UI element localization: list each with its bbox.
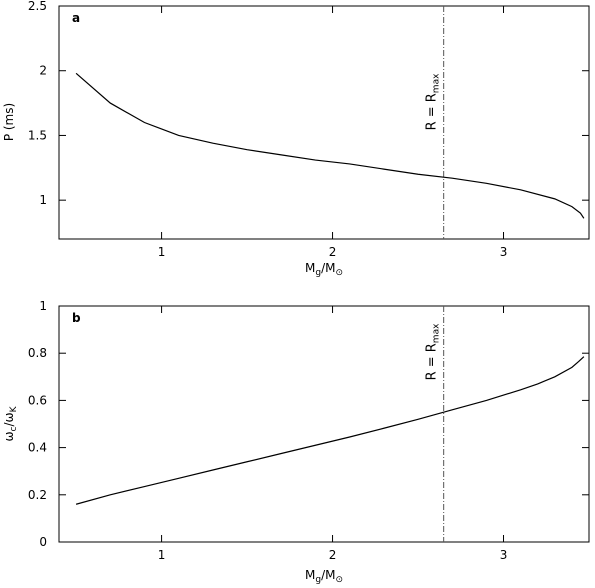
panel-a-series-line [75,72,585,219]
panel-b-ytick-label: 0.2 [28,488,47,502]
panel-a-ytick-label: 1.5 [28,128,47,142]
panel-b-ytick-label: 1 [39,299,47,313]
panel-b-ylabel-c: c [9,426,19,431]
panel-b-xtick-label: 1 [158,548,166,562]
panel-a-rmax-label-sub: max [432,73,442,93]
panel-b-ylabel-k: K [9,405,19,412]
panel-b-frame [58,305,590,543]
panel-a-ytick-label: 2 [39,64,47,78]
panel-a-xtick-label: 2 [329,245,337,259]
panel-a-rmax-label-main: R = R [425,93,440,130]
panel-a-xlabel-m: M [305,261,315,275]
panel-b-ticks: 1 2 3 0 0.2 0.4 0.6 0.8 1 [28,299,589,562]
panel-a-ylabel: P (ms) [2,103,16,141]
panel-a-rmax-label: R = Rmax [425,73,442,131]
panel-a-frame [58,5,590,240]
panel-b-letter: b [72,311,81,325]
panel-b-rmax-label-sub: max [432,323,442,343]
panel-b-rmax-label-main: R = R [425,343,440,380]
panel-b-ylabel-slash: /ω [2,412,16,426]
panel-b: 1 2 3 0 0.2 0.4 0.6 0.8 1 b R = Rmax ωc/ωK Mg/M⊙ [2,299,590,585]
panel-a: 1 2 3 1 1.5 2 2.5 a R = Rmax P (ms) Mg/M⊙ [2,0,590,278]
panel-a-xtick-label: 3 [500,245,508,259]
panel-b-xlabel-g: g [315,575,321,585]
panel-b-series-line [75,356,585,505]
panel-a-xtick-label: 1 [158,245,166,259]
panel-a-letter: a [72,11,80,25]
panel-a-xlabel-slash: /M [321,261,335,275]
panel-b-ylabel-omega1: ω [2,431,16,441]
panel-b-rmax-label: R = Rmax [425,323,442,381]
panel-a-ytick-label: 2.5 [28,0,47,13]
panel-b-xlabel: Mg/M⊙ [305,568,343,585]
panel-b-xtick-label: 3 [500,548,508,562]
panel-b-xlabel-slash: /M [321,568,335,582]
panel-b-xlabel-sun: ⊙ [335,575,343,585]
panel-a-xlabel: Mg/M⊙ [305,261,343,278]
panel-a-ytick-label: 1 [39,193,47,207]
panel-b-xtick-label: 2 [329,548,337,562]
panel-b-ytick-label: 0 [39,535,47,549]
panel-b-ytick-label: 0.6 [28,393,47,407]
panel-a-ticks: 1 2 3 1 1.5 2 2.5 [28,0,589,259]
panel-b-ytick-label: 0.4 [28,441,47,455]
panel-b-ylabel: ωc/ωK [2,405,19,441]
panel-b-ytick-label: 0.8 [28,346,47,360]
panel-a-xlabel-sun: ⊙ [335,268,343,278]
panel-b-xlabel-m: M [305,568,315,582]
panel-a-xlabel-g: g [315,268,321,278]
